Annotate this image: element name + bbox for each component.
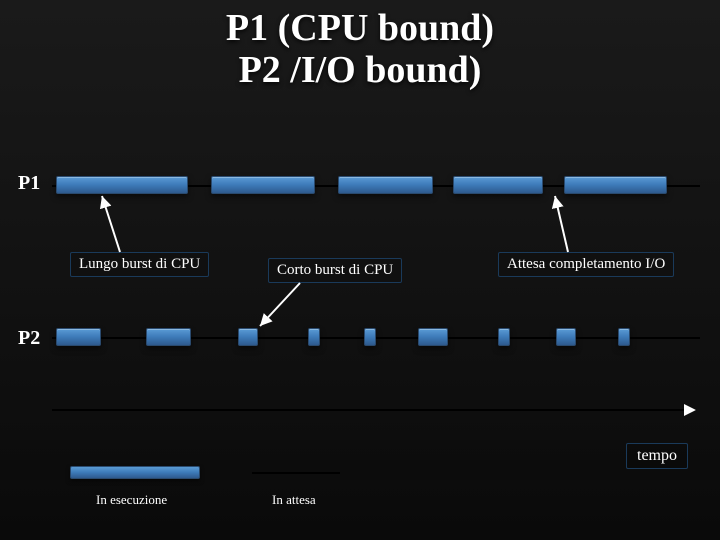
p1-burst-3 <box>453 176 543 194</box>
p1-burst-2 <box>338 176 433 194</box>
callout-attesa-io: Attesa completamento I/O <box>498 252 674 277</box>
callout-corto-burst: Corto burst di CPU <box>268 258 402 283</box>
p1-burst-4 <box>564 176 667 194</box>
p1-label: P1 <box>18 172 40 195</box>
p1-burst-0 <box>56 176 188 194</box>
p2-burst-4 <box>364 328 376 346</box>
p2-burst-7 <box>556 328 576 346</box>
legend-waiting-line <box>252 472 340 474</box>
arrow-lungo <box>102 196 120 252</box>
p2-burst-3 <box>308 328 320 346</box>
legend-running-bar <box>70 466 200 479</box>
slide-title: P1 (CPU bound) P2 /I/O bound) <box>0 0 720 92</box>
arrow-corto <box>260 283 300 326</box>
p2-burst-5 <box>418 328 448 346</box>
legend-waiting-text: In attesa <box>272 492 316 508</box>
p1-burst-1 <box>211 176 315 194</box>
p2-burst-2 <box>238 328 258 346</box>
tempo-label: tempo <box>626 443 688 469</box>
p2-burst-8 <box>618 328 630 346</box>
callout-lungo-burst: Lungo burst di CPU <box>70 252 209 277</box>
title-line-2: P2 /I/O bound) <box>0 50 720 92</box>
p2-label: P2 <box>18 327 40 350</box>
title-line-1: P1 (CPU bound) <box>0 8 720 50</box>
legend-running-text: In esecuzione <box>96 492 167 508</box>
p2-burst-1 <box>146 328 191 346</box>
p2-burst-6 <box>498 328 510 346</box>
p2-burst-0 <box>56 328 101 346</box>
arrow-attesa <box>555 196 568 252</box>
